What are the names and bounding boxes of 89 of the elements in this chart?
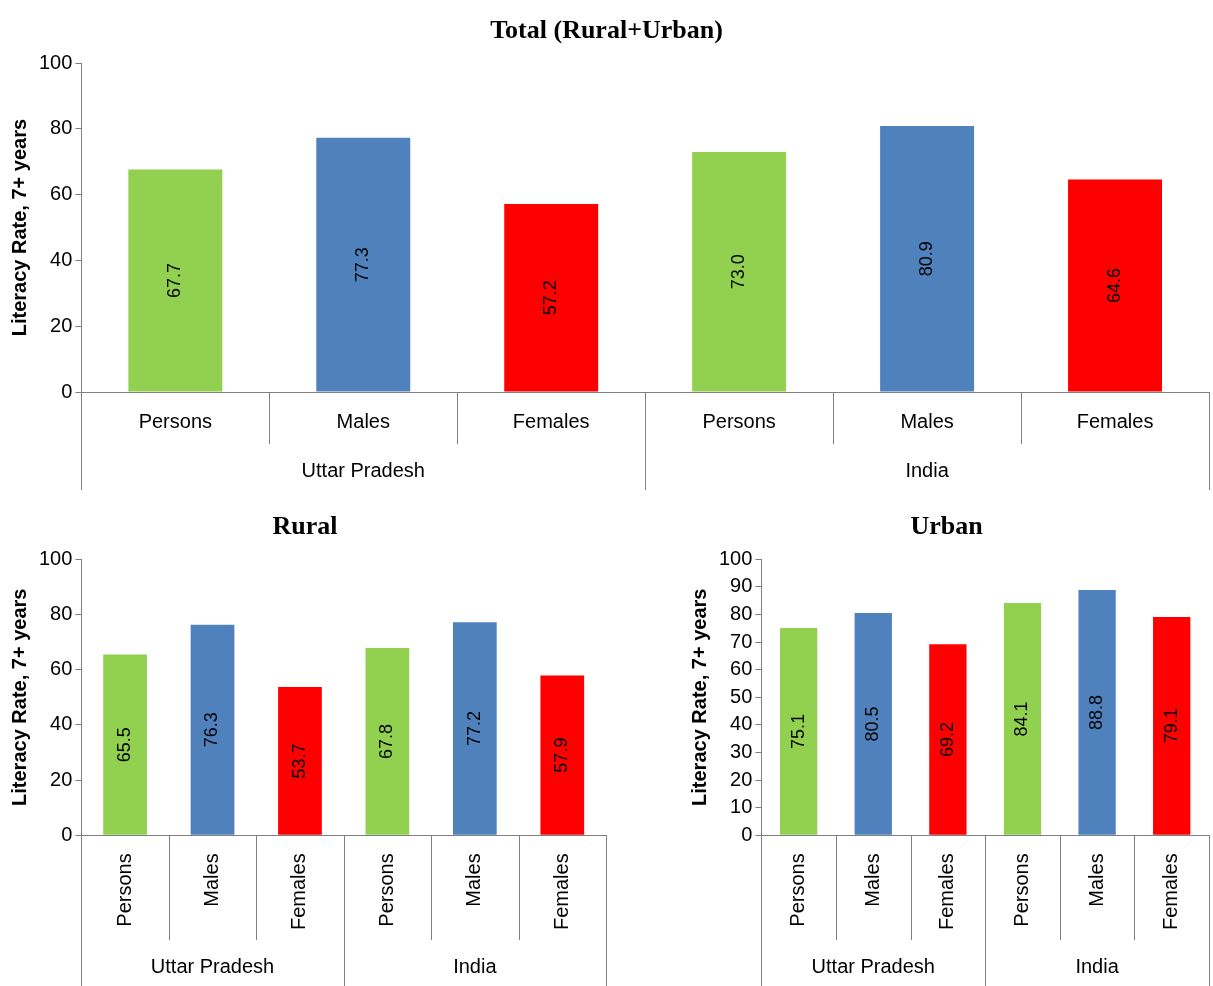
bar [780, 627, 818, 835]
y-tick-label: 40 [50, 712, 73, 735]
x-tick-label: Males [860, 853, 883, 907]
x-tick-label: Males [336, 409, 390, 432]
x-tick-label: Males [462, 853, 485, 907]
y-tick-label: 100 [38, 546, 73, 569]
bar [504, 203, 599, 392]
y-tick-label: 70 [730, 629, 753, 652]
y-tick-label: 20 [730, 767, 753, 790]
bar [854, 613, 892, 835]
y-tick-label: 60 [50, 657, 73, 680]
bar [929, 644, 967, 835]
bar [1153, 616, 1191, 835]
x-tick-label: Females [1159, 853, 1182, 931]
text: India [453, 954, 498, 977]
x-tick-label: Males [900, 409, 954, 432]
x-tick-label: Persons [1010, 853, 1032, 927]
data-label: 57.2 [540, 280, 561, 316]
x-tick-label: Persons [374, 853, 397, 927]
data-label: 77.2 [463, 710, 484, 747]
y-tick-label: 80 [730, 601, 753, 624]
bar [190, 624, 235, 835]
data-label: 84.1 [1011, 701, 1032, 737]
x-tick-label: Males [200, 853, 223, 907]
x-tick-label: Females [287, 853, 310, 931]
y-tick-label: 80 [50, 601, 73, 624]
bar [316, 137, 411, 392]
chart-title: Total (Rural+Urban) [490, 15, 723, 45]
y-tick-label: 40 [730, 712, 753, 735]
text: India [1075, 954, 1120, 977]
y-tick-label: 60 [730, 657, 753, 680]
data-label: 67.7 [164, 262, 185, 298]
y-tick-label: 80 [50, 116, 73, 139]
y-tick-label: 30 [730, 739, 753, 762]
y-tick-label: 100 [718, 546, 753, 569]
bar [692, 151, 787, 392]
y-tick-label: 20 [50, 313, 73, 336]
data-label: 69.2 [936, 722, 957, 758]
text: Uttar Pradesh [150, 954, 275, 977]
y-tick-label: 0 [741, 822, 753, 845]
data-label: 65.5 [114, 727, 135, 763]
y-tick-label: 50 [730, 684, 753, 707]
x-tick-label: Persons [702, 409, 776, 432]
bar [540, 675, 585, 835]
x-tick-label: Persons [112, 853, 135, 927]
data-label: 80.9 [916, 241, 937, 277]
x-tick-label: Females [549, 853, 572, 931]
y-axis-title: Literacy Rate, 7+ years [687, 588, 710, 806]
x-tick-label: Persons [138, 409, 213, 432]
y-tick-label: 10 [730, 795, 753, 818]
text: Uttar Pradesh [301, 458, 425, 481]
bar [1003, 603, 1042, 835]
bar [103, 654, 147, 835]
text: India [905, 458, 950, 481]
data-label: 53.7 [288, 743, 309, 779]
y-tick-label: 60 [50, 182, 73, 205]
bar [1078, 590, 1116, 835]
data-label: 76.3 [201, 712, 222, 748]
y-axis-title: Literacy Rate, 7+ years [7, 588, 30, 806]
x-tick-label: Persons [786, 853, 809, 927]
y-tick-label: 100 [38, 50, 73, 73]
y-tick-label: 0 [61, 822, 73, 845]
bar [1068, 179, 1163, 392]
bar [365, 648, 410, 835]
data-label: 88.8 [1086, 694, 1107, 730]
bar [128, 169, 223, 392]
x-tick-label: Females [512, 409, 590, 432]
y-tick-label: 20 [50, 767, 73, 790]
y-tick-label: 0 [61, 379, 73, 402]
chart-title: Rural [272, 511, 338, 541]
data-label: 77.3 [352, 247, 373, 283]
data-label: 75.1 [787, 713, 808, 749]
y-tick-label: 40 [50, 248, 73, 270]
text: Uttar Pradesh [811, 954, 935, 977]
data-label: 64.6 [1104, 268, 1124, 304]
data-label: 57.9 [551, 737, 572, 773]
data-label: 80.5 [862, 706, 883, 742]
bar [452, 622, 497, 835]
bar [880, 126, 975, 392]
data-label: 79.1 [1160, 708, 1181, 744]
chart-title: Urban [910, 511, 984, 541]
y-axis-title: Literacy Rate, 7+ years [7, 118, 30, 337]
data-label: 73.0 [728, 254, 749, 290]
bar [278, 687, 322, 835]
data-label: 67.8 [376, 723, 397, 759]
y-tick-label: 90 [730, 574, 753, 597]
x-tick-label: Females [935, 853, 958, 931]
x-tick-label: Females [1076, 409, 1154, 432]
x-tick-label: Males [1084, 853, 1107, 907]
